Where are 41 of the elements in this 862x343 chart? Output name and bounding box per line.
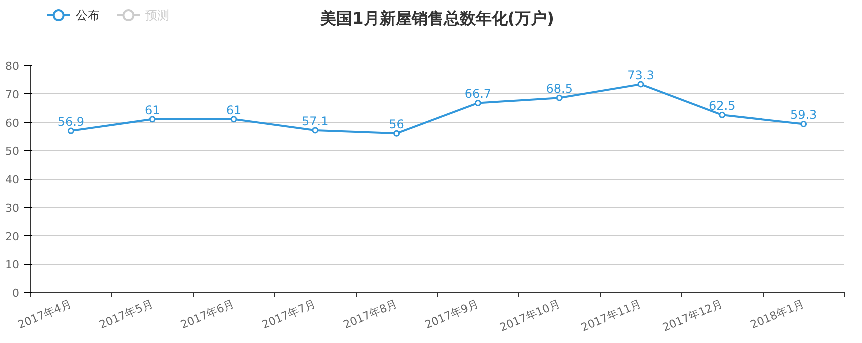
data-label: 56.9 (58, 115, 85, 130)
data-label: 73.3 (628, 68, 654, 83)
point (719, 112, 726, 118)
chart-title: 美国1月新屋销售总数年化(万户) (320, 9, 554, 28)
x-tick-label: 2017年7月 (260, 298, 318, 332)
data-label: 56 (389, 118, 404, 132)
x-tick-label: 2017年5月 (98, 298, 156, 332)
y-tick-label: 10 (6, 258, 20, 272)
y-tick-label: 80 (6, 60, 20, 73)
y-tick-label: 30 (6, 202, 20, 215)
data-label: 68.5 (546, 82, 573, 96)
x-tick-label: 2017年6月 (178, 298, 237, 332)
data-label: 61 (226, 103, 242, 118)
point (312, 127, 319, 134)
y-tick-label: 20 (6, 230, 20, 244)
y-tick-label: 60 (6, 116, 20, 130)
data-label: 61 (144, 103, 160, 118)
x-tick-label: 2017年4月 (16, 298, 74, 332)
point (556, 94, 563, 102)
x-tick-label: 2017年11月 (580, 298, 644, 334)
point (474, 100, 482, 106)
data-label: 59.3 (790, 108, 818, 122)
point (68, 128, 74, 134)
x-tick-label: 2017年8月 (342, 298, 400, 332)
x-tick-label: 2017年10月 (498, 298, 562, 334)
data-label: 66.7 (464, 87, 492, 102)
y-tick-label: 0 (12, 287, 20, 300)
x-tick-label: 2017年9月 (423, 298, 481, 332)
x-tick-label: 2018年1月 (748, 298, 806, 332)
legend-label: 公布 (76, 8, 100, 22)
x-tick-label: 2017年12月 (660, 298, 725, 334)
y-tick-label: 40 (6, 174, 20, 186)
point (149, 116, 156, 123)
point (638, 81, 644, 88)
y-tick-label: 50 (6, 145, 20, 158)
point (230, 116, 238, 123)
y-tick-label: 70 (6, 88, 20, 102)
point (394, 130, 400, 137)
point (800, 120, 808, 128)
data-label: 57.1 (302, 114, 329, 128)
data-label: 62.5 (709, 99, 736, 114)
